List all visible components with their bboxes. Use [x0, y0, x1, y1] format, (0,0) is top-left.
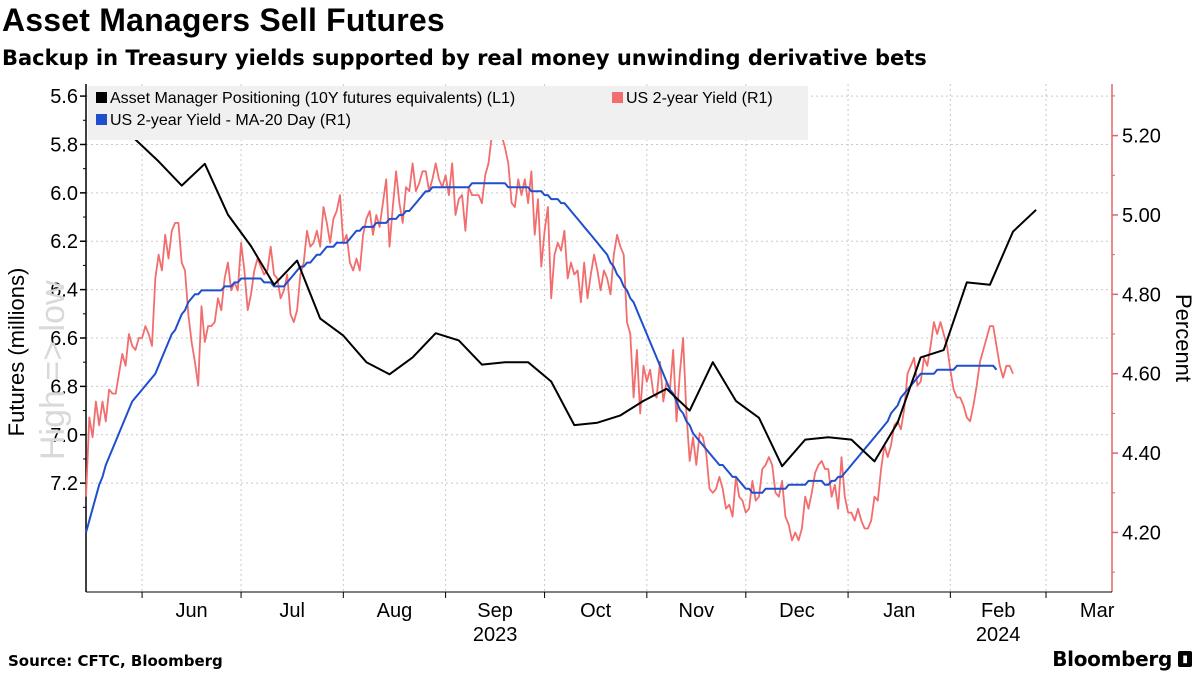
high-low-annotation: High => low [34, 280, 72, 460]
bloomberg-terminal-icon: ▮ [1178, 651, 1192, 667]
left-tick-label: 5.6 [50, 86, 78, 108]
gridlines [86, 84, 1112, 592]
series-lines [85, 88, 1037, 542]
x-tick-label: Aug [377, 600, 413, 622]
left-tick-label: 6.8 [50, 376, 78, 398]
x-tick-label: Nov [679, 600, 715, 622]
year-label: 2024 [976, 624, 1021, 646]
bloomberg-logo: Bloomberg ▮ [1052, 647, 1192, 671]
legend-swatch [96, 114, 107, 125]
legend-swatch [612, 92, 623, 103]
right-tick-label: 4.60 [1122, 364, 1161, 386]
year-label: 2023 [473, 624, 518, 646]
left-axis-label: Futures (millions) [4, 268, 29, 437]
ma20-line [85, 182, 998, 533]
x-tick-label: Oct [580, 600, 612, 622]
right-tick-label: 4.20 [1122, 522, 1161, 544]
chart-subtitle: Backup in Treasury yields supported by r… [2, 46, 927, 70]
x-tick-label: Dec [779, 600, 815, 622]
left-tick-label: 6.0 [50, 183, 78, 205]
chart-title: Asset Managers Sell Futures [2, 2, 445, 38]
x-tick-label: Sep [477, 600, 513, 622]
x-tick-label: Feb [981, 600, 1015, 622]
axes: 5.6 5.8 6.0 6.2 6.4 6.6 6.8 7.0 7.2 4.20 4.40 4.60 4… [50, 84, 1161, 646]
left-tick-label: 5.8 [50, 134, 78, 156]
legend-item-label: Asset Manager Positioning (10Y futures e… [110, 90, 515, 107]
legend-item-label: US 2-year Yield - MA-20 Day (R1) [110, 112, 351, 129]
left-tick-label: 6.4 [50, 280, 78, 302]
legend-swatch [96, 92, 107, 103]
right-tick-label: 4.40 [1122, 443, 1161, 465]
x-tick-label: Jan [883, 600, 915, 622]
legend-background [88, 86, 808, 140]
right-tick-label: 5.00 [1122, 205, 1161, 227]
left-tick-label: 7.2 [50, 473, 78, 495]
right-tick-label: 5.20 [1122, 126, 1161, 148]
x-tick-label: Jul [279, 600, 305, 622]
positioning-line [111, 88, 1037, 468]
legend: Asset Manager Positioning (10Y futures e… [88, 86, 808, 140]
legend-item-label: US 2-year Yield (R1) [626, 90, 773, 107]
left-tick-label: 6.2 [50, 231, 78, 253]
right-axis-label: Percennt [1171, 294, 1196, 382]
yield-line [85, 134, 1014, 542]
left-tick-label: 6.6 [50, 328, 78, 350]
brand-name: Bloomberg [1052, 647, 1172, 671]
x-tick-label: Jun [175, 600, 207, 622]
right-tick-label: 4.80 [1122, 284, 1161, 306]
source-note: Source: CFTC, Bloomberg [8, 652, 223, 670]
left-tick-label: 7.0 [50, 425, 78, 447]
x-tick-label: Mar [1080, 600, 1115, 622]
